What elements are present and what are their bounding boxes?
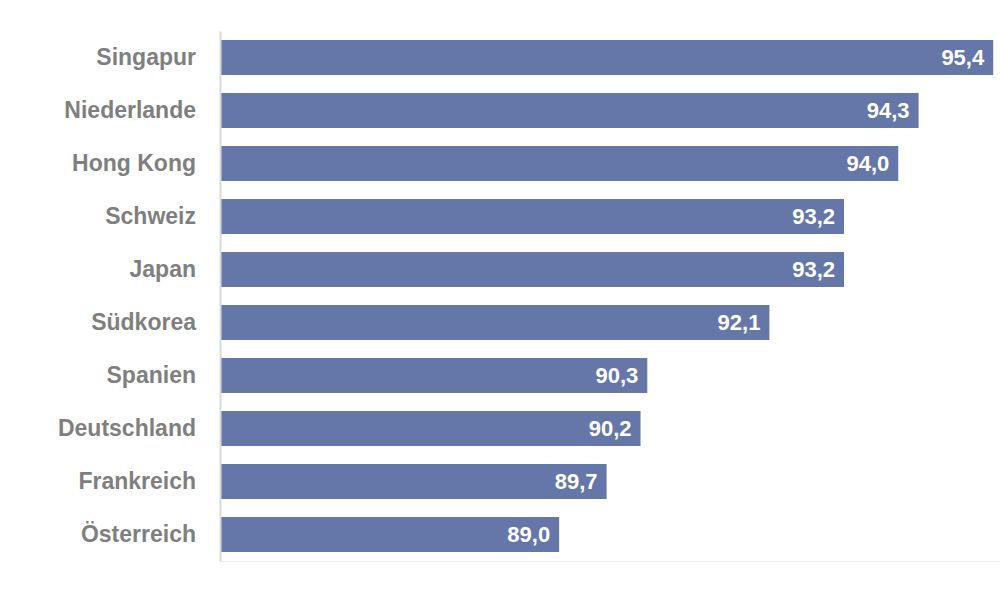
bar (220, 199, 844, 234)
category-label: Südkorea (91, 309, 196, 335)
bar (220, 411, 641, 446)
data-label: 93,2 (792, 257, 835, 282)
data-label: 95,4 (941, 45, 985, 70)
bar (220, 517, 559, 552)
y-tick: Frankreich (78, 468, 220, 494)
data-label: 94,3 (867, 98, 910, 123)
data-labels: 95,4 94,3 94,0 93,2 93,2 92,1 90,3 90,2 89,7 89,0 (507, 45, 985, 547)
y-tick: Spanien (107, 362, 220, 388)
category-label: Singapur (96, 44, 196, 70)
y-tick: Südkorea (91, 309, 220, 335)
bar (220, 252, 844, 287)
y-tick: Deutschland (58, 415, 220, 441)
category-label: Schweiz (105, 203, 196, 229)
data-label: 90,2 (589, 416, 632, 441)
category-label: Österreich (81, 521, 196, 547)
data-label: 89,0 (507, 522, 550, 547)
data-label: 89,7 (555, 469, 598, 494)
bar (220, 358, 647, 393)
y-tick: Hong Kong (72, 150, 220, 176)
y-tick: Niederlande (64, 97, 220, 123)
category-label: Deutschland (58, 415, 196, 441)
y-tick: Japan (130, 256, 220, 282)
bar (220, 146, 898, 181)
category-label: Hong Kong (72, 150, 196, 176)
y-tick: Schweiz (105, 203, 220, 229)
y-axis: Singapur Niederlande Hong Kong Schweiz Japan… (58, 32, 221, 562)
bar (220, 40, 993, 75)
bars (220, 40, 993, 552)
y-axis-line (220, 32, 222, 562)
category-label: Japan (130, 256, 196, 282)
category-label: Spanien (107, 362, 196, 388)
data-label: 94,0 (846, 151, 889, 176)
bar (220, 464, 607, 499)
y-tick: Singapur (96, 44, 220, 70)
category-label: Frankreich (78, 468, 196, 494)
x-axis (221, 561, 1000, 562)
data-label: 90,3 (595, 363, 638, 388)
x-axis-line (221, 561, 1000, 562)
bar (220, 93, 919, 128)
data-label: 93,2 (792, 204, 835, 229)
category-label: Niederlande (64, 97, 196, 123)
y-tick: Österreich (81, 521, 220, 547)
chart: Singapur Niederlande Hong Kong Schweiz Japan… (0, 0, 1000, 592)
data-label: 92,1 (718, 310, 761, 335)
bar (220, 305, 769, 340)
